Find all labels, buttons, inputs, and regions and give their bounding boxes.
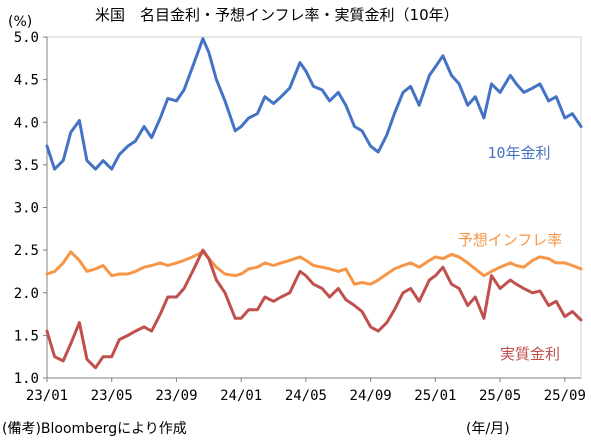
series-line	[45, 248, 583, 370]
x-tick-label: 25/05	[479, 388, 521, 404]
series-line	[45, 37, 583, 171]
y-tick-label: 3.5	[14, 158, 39, 174]
x-tick-label: 23/01	[26, 388, 68, 404]
x-tick-label: 25/01	[414, 388, 456, 404]
y-tick-label: 5.0	[14, 30, 39, 46]
y-tick-label: 4.5	[14, 73, 39, 89]
x-axis-unit-label: (年/月)	[466, 421, 510, 437]
chart-title: 米国 名目金利・予想インフレ率・実質金利（10年）	[95, 6, 459, 24]
x-tick-label: 23/09	[155, 388, 197, 404]
y-tick-label: 2.0	[14, 286, 39, 302]
y-axis-unit-label: (%)	[8, 14, 33, 30]
y-tick-label: 1.0	[14, 371, 39, 387]
y-tick-label: 3.0	[14, 201, 39, 217]
source-note: (備考)Bloombergにより作成	[2, 421, 187, 437]
x-tick-label: 23/05	[91, 388, 133, 404]
x-tick-label: 24/09	[350, 388, 392, 404]
x-tick-label: 24/01	[220, 388, 262, 404]
series-label: 実質金利	[500, 345, 560, 363]
series-line	[45, 250, 583, 286]
x-tick-label: 24/05	[285, 388, 327, 404]
y-tick-label: 1.5	[14, 328, 39, 344]
series-label: 10年金利	[487, 144, 550, 162]
x-tick-label: 25/09	[544, 388, 586, 404]
series-label: 予想インフレ率	[458, 231, 563, 249]
y-tick-label: 4.0	[14, 115, 39, 131]
y-tick-label: 2.5	[14, 243, 39, 259]
